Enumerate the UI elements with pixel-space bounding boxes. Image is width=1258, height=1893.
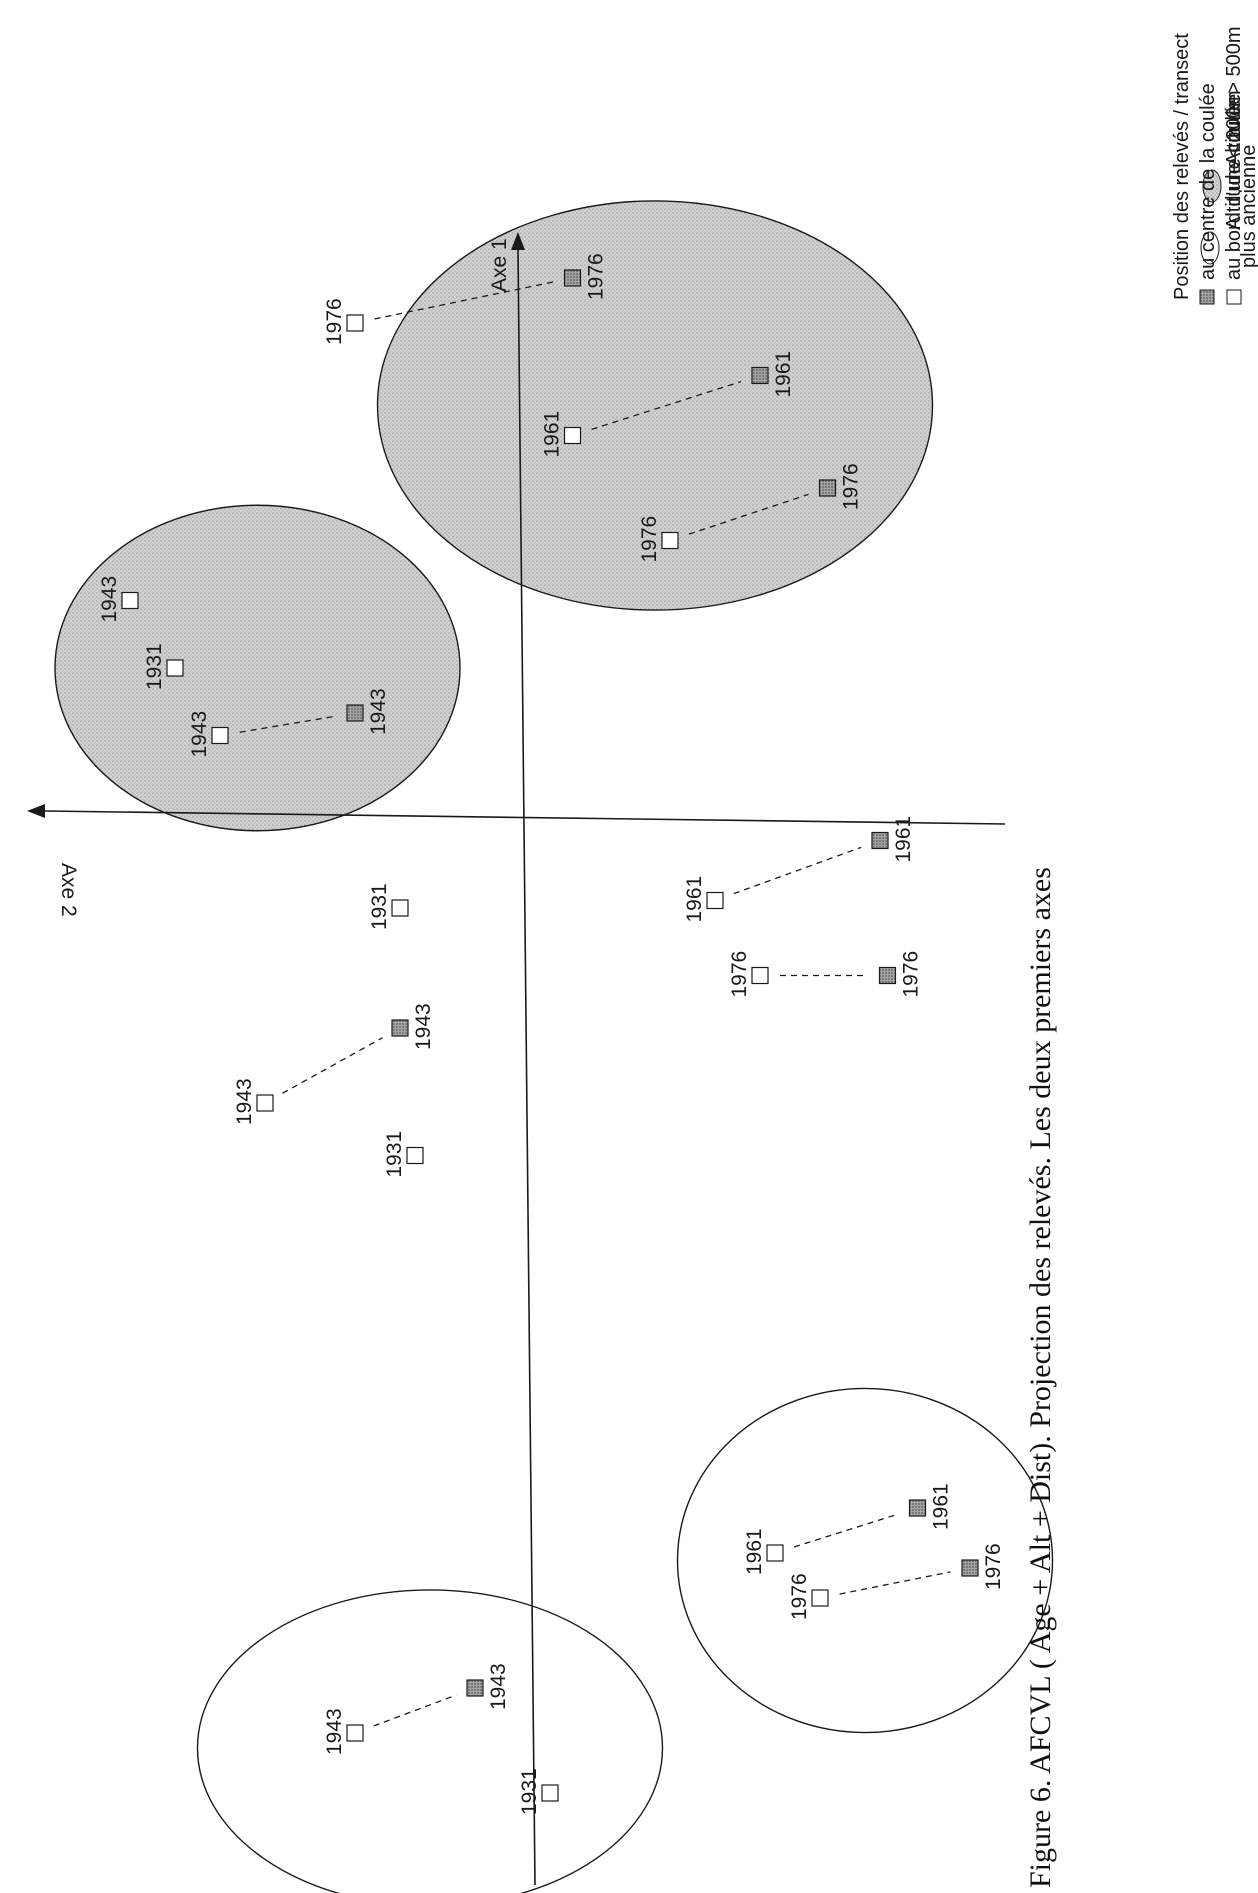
edge-releve-marker <box>661 531 679 550</box>
pair-link <box>282 1037 383 1094</box>
point-year-label: 1943 <box>487 1663 510 1710</box>
point-year-label: 1976 <box>728 951 751 998</box>
center-releve-marker <box>818 479 837 497</box>
legend-position-title: Position des relevés / transect <box>1171 33 1193 300</box>
point-year-label: 1961 <box>930 1483 953 1530</box>
point-year-label: 1976 <box>323 298 346 345</box>
edge-releve-marker <box>811 1589 829 1607</box>
high-altitude-swatch-icon <box>1202 169 1222 203</box>
center-releve-marker <box>878 966 897 985</box>
pair-link <box>839 1571 951 1595</box>
edge-releve-marker <box>346 1724 364 1742</box>
center-releve-marker <box>346 704 364 722</box>
edge-releve-marker <box>256 1094 274 1112</box>
center-releve-marker <box>466 1679 484 1697</box>
pair-link <box>373 1694 457 1727</box>
point-year-label: 1976 <box>585 253 608 300</box>
pair-link <box>374 281 554 320</box>
point-year-label: 1961 <box>892 816 915 863</box>
low-altitude-group <box>676 1387 1054 1734</box>
point-year-label: 1931 <box>143 643 166 690</box>
edge-releve-marker <box>166 659 184 677</box>
axe-1-arrowhead <box>511 232 525 250</box>
point-year-label: 1976 <box>840 463 863 510</box>
center-releve-marker <box>391 1019 409 1037</box>
edge-releve-marker <box>541 1784 559 1802</box>
point-year-label: 1943 <box>98 576 121 623</box>
pair-link <box>793 1513 899 1548</box>
point-year-label: 1931 <box>518 1768 541 1815</box>
center-releve-marker <box>908 1499 927 1517</box>
point-year-label: 1976 <box>900 951 923 998</box>
figure-caption: Figure 6. AFCVL ( Age + Alt + Dist). Pro… <box>1024 867 1057 1888</box>
point-year-label: 1931 <box>368 883 391 930</box>
pair-link <box>733 846 862 895</box>
point-year-label: 1961 <box>772 351 795 398</box>
point-year-label: 1943 <box>233 1078 256 1125</box>
edge-releve-marker <box>406 1146 424 1165</box>
edge-marker-swatch-icon <box>1226 289 1242 305</box>
point-year-label: 1961 <box>743 1528 766 1575</box>
edge-releve-marker <box>751 966 769 985</box>
edge-releve-marker <box>766 1544 784 1562</box>
point-year-label: 1943 <box>188 711 211 758</box>
legend-high-altitude: Altitude > 500m <box>1223 26 1245 166</box>
axe-2-label: Axe 2 <box>57 863 80 917</box>
axe-2-arrowhead <box>27 804 45 818</box>
legend-edge-label-line2: plus ancienne <box>1238 145 1258 268</box>
axe-1-line <box>517 249 536 1886</box>
pair-link <box>239 715 336 733</box>
edge-releve-marker <box>563 426 582 445</box>
center-releve-marker <box>563 269 582 287</box>
axes: Axe 1 Axe 2 <box>27 232 1006 1886</box>
edge-releve-marker <box>211 726 229 745</box>
edge-releve-marker <box>391 899 409 917</box>
point-year-label: 1943 <box>367 688 390 735</box>
point-year-label: 1931 <box>383 1131 406 1178</box>
high-altitude-group <box>376 200 934 611</box>
edge-releve-marker <box>706 891 724 910</box>
point-year-label: 1976 <box>982 1543 1005 1590</box>
legend-edge-label-line1: au bord d'une coulée <box>1223 94 1245 280</box>
pair-link <box>591 380 742 431</box>
point-year-label: 1976 <box>638 516 661 563</box>
point-year-label: 1961 <box>683 876 706 923</box>
legend: Altitude > 500m Altitude < 200m Position… <box>1171 26 1258 305</box>
edge-releve-marker <box>346 314 364 332</box>
center-releve-marker <box>961 1559 979 1577</box>
center-marker-swatch-icon <box>1199 289 1215 305</box>
legend-low-altitude: Altitude < 200m <box>1223 90 1245 230</box>
point-year-label: 1976 <box>788 1573 811 1620</box>
center-releve-marker <box>751 366 769 385</box>
center-releve-marker <box>871 831 889 850</box>
legend-center-label: au centre de la coulée <box>1197 83 1219 280</box>
point-year-label: 1943 <box>412 1003 435 1050</box>
point-year-label: 1943 <box>323 1708 346 1755</box>
low-altitude-group <box>196 1589 664 1893</box>
edge-releve-marker <box>121 591 139 610</box>
low-altitude-swatch-icon <box>1200 231 1220 265</box>
axe-2-line <box>44 810 1006 825</box>
scatter-plot-area: 1943 1931 1943 1943 1931 1976 1976 1961 1961 1976… <box>54 200 1054 1893</box>
point-year-label: 1961 <box>541 411 564 458</box>
high-altitude-group <box>54 504 461 832</box>
axe-1-label: Axe 1 <box>488 238 511 292</box>
